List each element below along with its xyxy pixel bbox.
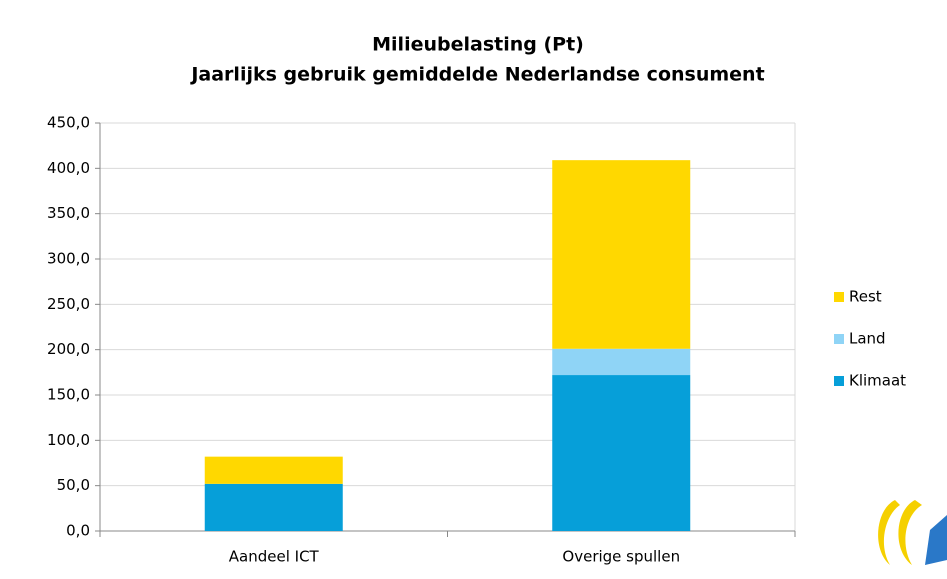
chart-title: Milieubelasting (Pt) [372,34,584,56]
y-tick-label: 50,0 [57,476,90,494]
chart-subtitle: Jaarlijks gebruik gemiddelde Nederlandse… [189,64,764,86]
y-tick-label: 300,0 [47,250,90,268]
y-tick-label: 250,0 [47,295,90,313]
legend-swatch [834,376,844,386]
legend-label: Land [849,330,886,348]
logo [878,500,947,565]
x-tick-label: Aandeel ICT [229,548,320,566]
y-tick-label: 150,0 [47,386,90,404]
legend-swatch [834,334,844,344]
bar-segment [204,483,343,531]
y-tick-label: 100,0 [47,431,90,449]
y-tick-label: 0,0 [66,522,90,540]
y-tick-label: 200,0 [47,340,90,358]
bar-segment [552,375,691,531]
bar-segment [552,348,691,376]
y-tick-label: 400,0 [47,159,90,177]
bar-segment [204,456,343,484]
legend-swatch [834,292,844,302]
legend-label: Klimaat [849,372,906,390]
y-tick-label: 450,0 [47,114,90,132]
bar-segment [552,160,691,349]
x-tick-label: Overige spullen [562,548,680,566]
y-tick-label: 350,0 [47,204,90,222]
legend-label: Rest [849,288,882,306]
